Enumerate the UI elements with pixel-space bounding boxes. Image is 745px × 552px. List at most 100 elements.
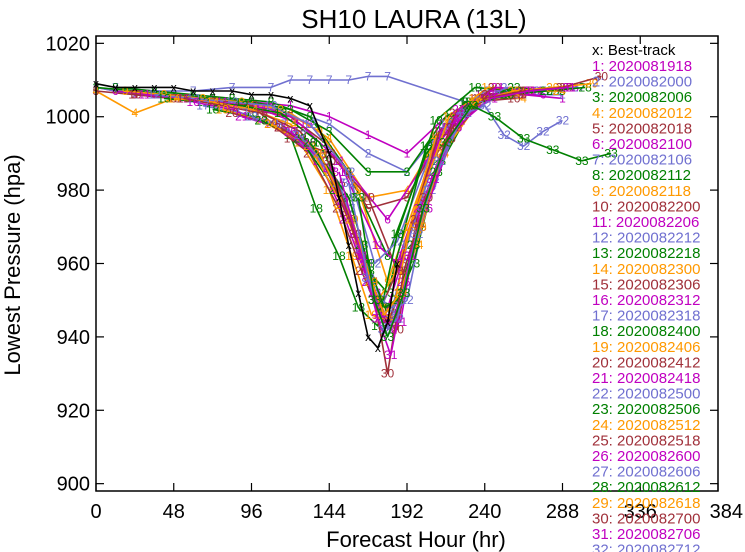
legend-entry: 9: 2020082118 xyxy=(592,183,691,200)
series-point: 24 xyxy=(264,117,278,131)
best-track-point: x xyxy=(229,84,235,98)
series-point: 3 xyxy=(209,91,216,105)
best-track-point: x xyxy=(268,88,274,102)
y-tick-label: 920 xyxy=(57,400,90,422)
legend-entry: 26: 2020082600 xyxy=(592,448,700,465)
legend-entry: 31: 2020082706 xyxy=(592,526,700,543)
legend-entry: 23: 2020082506 xyxy=(592,401,700,418)
legend-entry: 13: 2020082218 xyxy=(592,245,700,262)
series-point: 31 xyxy=(332,165,346,179)
y-tick-label: 1000 xyxy=(46,107,91,129)
x-tick-label: 144 xyxy=(313,501,346,523)
best-track-point: x xyxy=(190,84,196,98)
series-point: 21 xyxy=(235,110,249,124)
legend-entry: 20: 2020082412 xyxy=(592,354,700,371)
series-point: 32 xyxy=(391,312,405,326)
best-track-point: x xyxy=(375,341,381,355)
series-point: 15 xyxy=(255,106,269,120)
best-track-point: x xyxy=(385,315,391,329)
series-point: 18 xyxy=(391,227,405,241)
x-tick-label: 48 xyxy=(163,501,185,523)
series-point: 9 xyxy=(122,84,129,98)
series-point: 32 xyxy=(361,271,375,285)
y-tick-label: 960 xyxy=(57,254,90,276)
series-point: 33 xyxy=(517,132,531,146)
series-point: 32 xyxy=(498,128,512,142)
series-point: 7 xyxy=(345,73,352,87)
series-point: 3 xyxy=(404,165,411,179)
best-track-point: x xyxy=(112,80,118,94)
series-point: 1 xyxy=(326,110,333,124)
series-point: 23 xyxy=(255,113,269,127)
series-point: 12 xyxy=(148,88,162,102)
legend-entry: 4: 2020082012 xyxy=(592,105,692,122)
series-point: 7 xyxy=(229,80,236,94)
series-point: 8 xyxy=(229,91,236,105)
best-track-point: x xyxy=(326,146,332,160)
series-point: 6 xyxy=(112,84,119,98)
legend-entry: 29: 2020082618 xyxy=(592,495,700,512)
series-point: 7 xyxy=(384,69,391,83)
series-point: 33 xyxy=(417,201,431,215)
series-point: 14 xyxy=(167,91,181,105)
series-line xyxy=(241,86,537,324)
series-point: 1 xyxy=(559,91,566,105)
legend-entry: 32: 2020082712 xyxy=(592,542,700,552)
series-line xyxy=(357,104,612,338)
legend-header: x: Best-track xyxy=(592,42,676,59)
series-point: 19 xyxy=(404,220,418,234)
series-point: 2 xyxy=(365,146,372,160)
series-point: 33 xyxy=(575,154,589,168)
series-point: 6 xyxy=(384,212,391,226)
series-point: 32 xyxy=(478,99,492,113)
series-point: 3 xyxy=(170,88,177,102)
series-point: 32 xyxy=(342,176,356,190)
legend-entry: 17: 2020082318 xyxy=(592,308,700,325)
series-point: 26 xyxy=(284,124,298,138)
series-point: 8 xyxy=(384,249,391,263)
series-point: 30 xyxy=(595,69,609,83)
series-point: 33 xyxy=(368,293,382,307)
series-point: 7 xyxy=(306,73,313,87)
series-line xyxy=(202,90,524,331)
series-line xyxy=(154,93,514,265)
series-point: 4 xyxy=(132,106,139,120)
series-point: 33 xyxy=(381,330,395,344)
legend-entry: 27: 2020082606 xyxy=(592,464,700,481)
series-point: 17 xyxy=(196,99,210,113)
series-point: 8 xyxy=(190,88,197,102)
series-point: 10 xyxy=(361,190,375,204)
chart-title: SH10 LAURA (13L) xyxy=(301,4,526,34)
series-point: 2 xyxy=(559,88,566,102)
best-track-point: x xyxy=(355,286,361,300)
series-point: 7 xyxy=(287,73,294,87)
series-point: 33 xyxy=(465,99,479,113)
x-tick-label: 336 xyxy=(624,501,657,523)
series-point: 29 xyxy=(313,146,327,160)
x-axis-title: Forecast Hour (hr) xyxy=(326,527,506,552)
series-line xyxy=(115,75,466,103)
series-point: 6 xyxy=(268,102,275,116)
series-point: 14 xyxy=(284,117,298,131)
legend-entry: 15: 2020082306 xyxy=(592,276,700,293)
series-point: 14 xyxy=(245,102,259,116)
legend-entry: 2: 2020082000 xyxy=(592,74,692,91)
x-axis: 0 48 96 144 192 240 288 336 384 xyxy=(90,36,743,523)
series-point: 9 xyxy=(238,95,245,109)
series-point: 3 xyxy=(365,165,372,179)
y-tick-label: 980 xyxy=(57,180,90,202)
series-point: 18 xyxy=(332,249,346,263)
best-track-line xyxy=(95,82,399,350)
best-track-point: x xyxy=(336,190,342,204)
series-point: 11 xyxy=(138,88,151,102)
series-point: 31 xyxy=(485,91,499,105)
series-point: 8 xyxy=(268,95,275,109)
series-point: 7 xyxy=(365,69,372,83)
best-track-point: x xyxy=(307,99,313,113)
legend-entry: 30: 2020082700 xyxy=(592,510,700,527)
y-tick-label: 940 xyxy=(57,327,90,349)
